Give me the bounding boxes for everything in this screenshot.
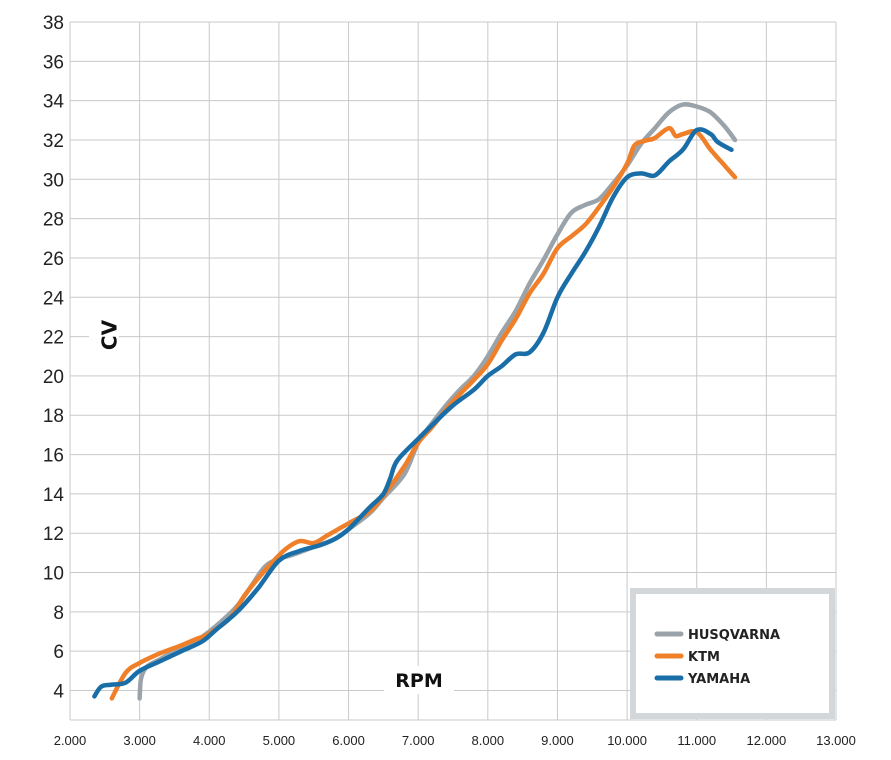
y-tick-label: 28 bbox=[43, 210, 64, 231]
y-tick-label: 8 bbox=[53, 603, 64, 624]
x-tick-label: 8.000 bbox=[472, 733, 505, 748]
legend-label-husqvarna: HUSQVARNA bbox=[688, 628, 780, 643]
x-tick-labels: 2.000 3.000 4.000 5.000 6.000 7.000 8.000 9.000… bbox=[54, 733, 856, 748]
x-tick-label: 3.000 bbox=[123, 733, 156, 748]
legend: HUSQVARNA KTM YAMAHA bbox=[630, 588, 835, 719]
grid-lines bbox=[69, 21, 837, 721]
x-tick-label: 12.000 bbox=[746, 733, 786, 748]
x-tick-label: 13.000 bbox=[816, 733, 856, 748]
y-tick-label: 22 bbox=[43, 328, 64, 349]
series-lines bbox=[92, 102, 738, 701]
x-tick-label: 10.000 bbox=[607, 733, 647, 748]
y-tick-label: 34 bbox=[43, 92, 65, 113]
y-tick-label: 12 bbox=[43, 524, 64, 545]
y-tick-label: 30 bbox=[43, 170, 64, 191]
y-tick-label: 10 bbox=[43, 564, 64, 585]
x-tick-label: 4.000 bbox=[193, 733, 226, 748]
y-axis-label-bg bbox=[89, 318, 119, 358]
legend-label-yamaha: YAMAHA bbox=[687, 672, 750, 687]
y-tick-label: 20 bbox=[43, 367, 64, 388]
x-axis-label-bg bbox=[384, 666, 454, 694]
x-tick-label: 11.000 bbox=[677, 733, 716, 748]
series-line-yamaha bbox=[92, 127, 734, 699]
x-tick-label: 5.000 bbox=[263, 733, 296, 748]
x-tick-label: 7.000 bbox=[402, 733, 435, 748]
y-tick-label: 6 bbox=[53, 642, 64, 663]
x-tick-label: 2.000 bbox=[54, 733, 87, 748]
y-tick-label: 14 bbox=[43, 485, 65, 506]
y-tick-label: 24 bbox=[43, 288, 65, 309]
y-tick-label: 36 bbox=[43, 52, 64, 73]
y-tick-label: 16 bbox=[43, 446, 64, 467]
y-tick-label: 18 bbox=[43, 406, 64, 427]
x-axis-label: RPM bbox=[395, 670, 442, 692]
y-axis-label: CV bbox=[98, 319, 122, 350]
legend-label-ktm: KTM bbox=[688, 650, 720, 665]
x-tick-label: 6.000 bbox=[332, 733, 365, 748]
y-tick-label: 4 bbox=[53, 682, 64, 703]
y-tick-label: 38 bbox=[43, 13, 64, 34]
y-tick-labels: 4 6 8 10 12 14 16 18 20 22 24 26 28 30 32 34 36 38 bbox=[43, 13, 65, 703]
y-tick-label: 26 bbox=[43, 249, 64, 270]
y-tick-label: 32 bbox=[43, 131, 64, 152]
x-tick-label: 9.000 bbox=[541, 733, 574, 748]
